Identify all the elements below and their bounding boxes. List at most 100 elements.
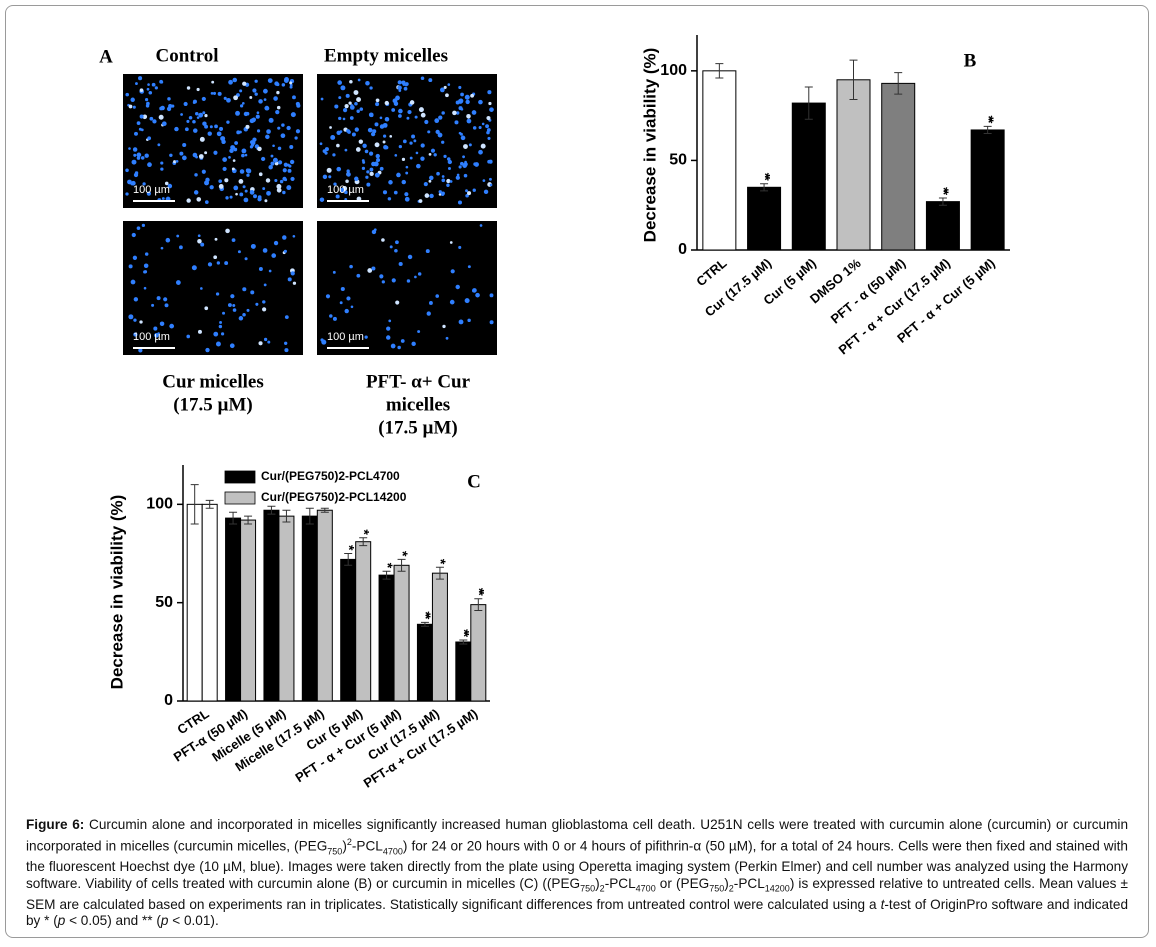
cell-dot — [228, 79, 233, 85]
cell-dot — [365, 80, 370, 86]
cell-dot — [295, 129, 301, 134]
error-bar — [205, 499, 214, 509]
bar — [747, 186, 782, 251]
cell-dot — [135, 82, 138, 86]
cell-dot — [232, 159, 236, 162]
cell-dot — [180, 113, 183, 116]
cell-dot — [164, 303, 169, 308]
cell-dot — [455, 175, 460, 180]
cell-dot — [194, 173, 198, 177]
cell-dot — [467, 265, 471, 269]
cell-dot — [332, 316, 337, 321]
cell-dot — [428, 301, 433, 305]
cell-dot — [292, 234, 296, 238]
cell-dot — [382, 140, 386, 144]
cell-dot — [268, 117, 274, 123]
caption-text: Curcumin alone and incorporated in micel… — [26, 817, 1128, 854]
cell-dot — [416, 163, 421, 169]
y-tick-label: 0 — [678, 241, 687, 258]
caption-text: -PCL — [351, 838, 383, 854]
cell-dot — [222, 157, 228, 162]
cell-dot — [273, 240, 279, 246]
cell-dot — [339, 301, 343, 305]
cell-dot — [489, 293, 494, 298]
cell-dot — [446, 178, 451, 184]
cell-dot — [406, 279, 411, 283]
cell-dot — [395, 300, 400, 305]
cell-dot — [284, 315, 289, 319]
cell-dot — [384, 100, 389, 106]
cell-dot — [164, 181, 169, 186]
cell-dot — [319, 197, 325, 202]
cell-dot — [199, 136, 205, 142]
cell-dot — [160, 246, 164, 250]
scale-bar-label: 100 µm — [133, 331, 170, 343]
error-bar — [282, 509, 291, 523]
cell-dot — [340, 85, 346, 91]
cell-dot — [244, 153, 248, 157]
cell-dot — [276, 82, 280, 87]
cell-dot — [486, 115, 491, 121]
cell-dot — [289, 81, 293, 85]
cell-dot — [292, 95, 296, 100]
cell-dot — [460, 92, 464, 97]
cell-dot — [136, 226, 141, 230]
cell-dot — [478, 125, 482, 130]
cell-dot — [393, 190, 398, 195]
bar — [340, 558, 357, 702]
cell-dot — [205, 347, 210, 353]
cell-dot — [374, 122, 379, 127]
cell-dot — [139, 114, 144, 119]
cell-dot — [440, 87, 445, 93]
cell-dot — [277, 146, 281, 150]
error-bar — [474, 598, 483, 612]
cell-dot — [463, 144, 468, 149]
cell-dot — [389, 135, 393, 138]
cell-dot — [402, 82, 406, 86]
cell-dot — [383, 134, 387, 138]
cell-dot — [196, 197, 202, 202]
cell-dot — [333, 182, 337, 186]
micrograph — [123, 221, 303, 355]
cell-dot — [163, 297, 168, 302]
cell-dot — [264, 105, 270, 111]
cell-dot — [345, 179, 349, 184]
cell-dot — [379, 274, 384, 279]
cell-dot — [472, 289, 476, 293]
caption-text: ) — [724, 875, 729, 891]
cell-dot — [445, 93, 449, 98]
cell-dot — [230, 294, 235, 299]
cell-dot — [420, 156, 425, 161]
significance: ** — [457, 629, 473, 637]
cell-dot — [426, 311, 431, 316]
cell-dot — [255, 302, 259, 306]
cell-dot — [475, 292, 480, 298]
cell-dot — [160, 161, 164, 165]
caption-text: ) — [595, 875, 600, 891]
cell-dot — [201, 96, 206, 102]
cell-dot — [133, 318, 137, 322]
cell-dot — [409, 141, 413, 145]
cell-dot — [489, 183, 493, 187]
cell-dot — [394, 154, 398, 157]
cell-dot — [479, 224, 483, 227]
cell-dot — [266, 190, 271, 196]
image-title: PFT- α+ Cur — [366, 371, 471, 392]
error-bar — [244, 515, 253, 525]
cell-dot — [242, 102, 245, 105]
cell-dot — [434, 118, 440, 124]
caption-text: ) is expressed relative to untreated cel… — [26, 875, 1129, 912]
cell-dot — [374, 172, 380, 178]
cell-dot — [186, 86, 191, 90]
cell-dot — [234, 141, 239, 145]
cell-dot — [142, 182, 146, 186]
cell-dot — [438, 190, 442, 194]
cell-dot — [225, 228, 230, 234]
cell-dot — [374, 142, 380, 148]
cell-dot — [337, 80, 343, 85]
cell-dot — [354, 176, 359, 181]
cell-dot — [272, 157, 278, 163]
significance: ** — [418, 611, 434, 619]
cell-dot — [147, 136, 152, 141]
cell-dot — [133, 153, 137, 157]
